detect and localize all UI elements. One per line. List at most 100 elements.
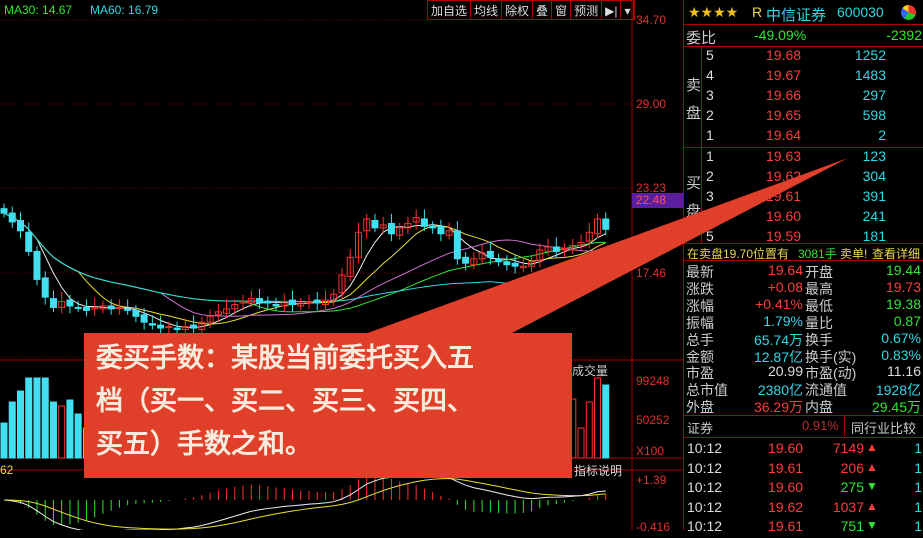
stat-value: +0.08 [767,278,803,295]
candle-body [437,225,445,235]
candle-body [577,242,585,247]
sell-level-row[interactable]: 2 19.65 598 [684,107,923,127]
pie-chart-icon[interactable] [901,5,916,20]
candle-body [140,314,148,323]
candle-body [561,247,569,251]
candle-body [330,293,338,301]
sell-level-row[interactable]: 4 19.67 1483 [684,67,923,87]
volume-bar [8,401,16,459]
notice-type: 卖单! [840,247,868,261]
level-number: 1 [706,148,714,164]
stat-value: 0.87 [893,312,921,329]
candle-body [99,305,107,310]
volume-bar [33,377,41,459]
label-char: 卖 [686,77,702,94]
candle-body [66,299,74,307]
trade-count: 1 [914,479,922,496]
toolbar-button[interactable]: 加自选 [428,1,472,19]
level-number: 2 [706,107,714,123]
toolbar-button[interactable]: 除权 [502,1,534,19]
trade-time: 10:12 [687,498,723,515]
stat-value: 19.44 [885,262,921,278]
toolbar-button[interactable]: 均线 [471,1,503,19]
candle-body [404,222,412,229]
candle-body [387,222,395,235]
volume-label[interactable]: 成交量 [572,364,609,378]
candle-body [247,298,255,304]
level-volume: 1483 [854,67,886,83]
candle-body [453,230,461,260]
arrow-up-icon: ▲ [866,440,878,454]
stat-label: 内盘 [805,399,833,416]
stat-value: +0.41% [755,295,803,312]
indicator-help-button[interactable]: 指标说明 [574,464,623,478]
candle-body [272,303,280,307]
notice-text: 在卖盘19.70位置有 [687,247,790,261]
callout-line: 委买手数：某股当前委托买入五 [96,343,474,374]
candle-body [585,231,593,242]
level-number: 2 [706,168,714,184]
ma10-line [3,212,606,325]
level-volume: 2 [878,127,886,143]
level-volume: 123 [862,148,886,164]
stat-value: 1928亿 [875,382,921,399]
toolbar-button[interactable]: ▾ [621,1,635,19]
candle-body [511,262,519,267]
stat-value: 19.38 [885,295,921,312]
toolbar-button[interactable]: 预测 [571,1,603,19]
candle-body [420,218,428,227]
level-volume: 598 [862,107,886,123]
toolbar-button[interactable]: ▶| [602,1,622,19]
candle-body [190,324,198,329]
level-volume: 1252 [854,47,886,63]
candle-body [363,218,371,232]
peer-compare-button[interactable]: 同行业比较 [844,415,916,436]
candle-body [544,246,552,252]
candle-body [124,308,132,311]
trade-volume: 7149 [832,440,864,456]
stat-label: 换手(实) [805,348,857,365]
sell-level-row[interactable]: 1 19.64 2 [684,127,923,147]
candle-body [198,321,206,331]
candle-body [321,299,329,305]
candle-body [470,258,478,266]
candle-body [115,306,123,309]
trade-volume: 1037 [832,498,864,515]
toolbar-button[interactable]: 窗 [552,1,572,19]
view-detail-link[interactable]: 查看详细 [872,247,921,261]
candle-body [495,258,503,263]
stat-label: 振幅 [686,314,714,331]
dea-line [3,478,606,530]
sell-level-row[interactable]: 3 19.66 297 [684,87,923,107]
stat-label: 最低 [805,297,833,314]
sell-level-row[interactable]: 5 19.68 1252 [684,47,923,67]
stat-label: 开盘 [805,264,833,280]
candle-body [594,218,602,235]
candle-body [280,301,288,307]
candle-body [107,305,115,310]
level-price: 19.59 [766,228,802,244]
volume-unit: X100 [636,444,665,458]
stat-value: 19.64 [767,262,803,278]
candle-body [173,327,181,331]
buy-level-row[interactable]: 1 19.63 123 [684,148,923,168]
candle-body [82,306,90,311]
candle-body [256,298,264,304]
volume-tick: 99248 [636,374,670,388]
arrow-up-icon: ▲ [866,498,878,513]
stat-value: 2380亿 [757,382,803,399]
volume-bar [16,390,24,459]
stat-label: 总手 [686,331,714,348]
stat-value: 0.83% [881,346,921,363]
stock-code: 600030 [837,4,884,20]
buy-level-row[interactable]: 5 19.59 181 [684,228,923,248]
candle-body [239,301,247,304]
level-volume: 181 [862,228,886,244]
stat-value: 20.99 [767,363,803,380]
toolbar-button[interactable]: 叠 [533,1,553,19]
big-order-notice[interactable]: 在卖盘19.70位置有 3081手 卖单! 查看详细 [684,245,923,265]
price-tick: 29.00 [636,97,667,111]
candle-body [445,230,453,236]
candle-body [552,246,560,252]
volume-bar [74,413,82,459]
